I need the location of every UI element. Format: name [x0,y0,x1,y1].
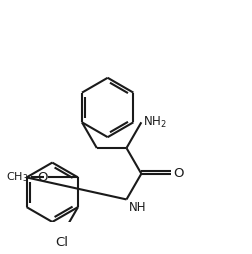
Text: O: O [173,167,184,180]
Text: NH$_2$: NH$_2$ [143,115,167,130]
Text: Cl: Cl [56,236,69,249]
Text: NH: NH [129,201,146,214]
Text: O: O [37,171,47,184]
Text: CH$_3$: CH$_3$ [6,170,29,184]
